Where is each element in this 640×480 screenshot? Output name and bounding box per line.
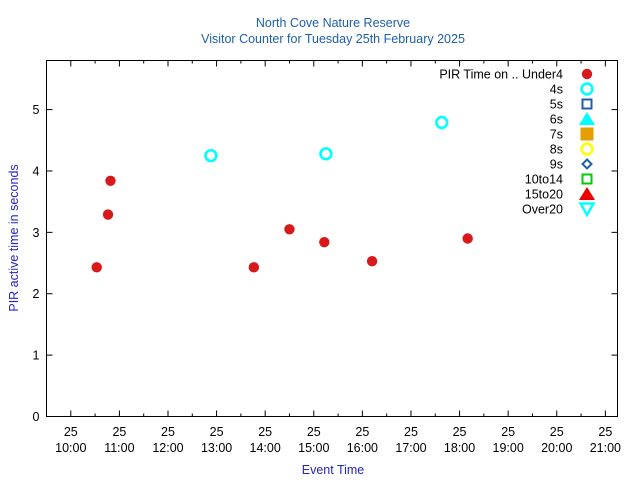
y-tick-label: 1 [33,349,40,363]
x-tick-time: 12:00 [152,441,183,455]
x-tick-day: 25 [307,425,321,439]
legend-label: 15to20 [525,188,563,202]
y-axis-label: PIR active time in seconds [7,164,21,311]
legend-label: 8s [550,143,563,157]
x-tick-time: 21:00 [590,441,621,455]
data-point [319,147,333,161]
data-point [105,175,116,187]
x-tick-day: 25 [258,425,272,439]
legend-marker [580,127,594,141]
legend-label: Over20 [522,203,563,217]
legend-marker [580,82,594,96]
y-axis: 0 1 2 3 4 5 [33,103,618,424]
data-point [435,115,449,130]
legend-label: 5s [550,98,563,112]
legend: PIR Time on .. Under44s5s6s7s8s9s10to141… [439,68,596,218]
x-tick-time: 14:00 [250,441,281,455]
legend-marker [579,187,595,200]
x-tick-time: 16:00 [347,441,378,455]
y-tick-label: 3 [33,226,40,240]
x-tick-day: 25 [355,425,369,439]
data-point [284,224,295,235]
legend-marker [581,68,593,80]
x-axis: 25 10:00 25 11:00 25 12:00 25 13:00 25 14:00 25 15:… [55,60,621,455]
x-tick-day: 25 [598,425,612,439]
legend-marker [581,158,593,170]
y-tick-label: 0 [33,410,40,424]
x-tick-day: 25 [161,425,175,439]
data-point [91,262,102,273]
legend-label: 6s [550,113,563,127]
x-tick-day: 25 [112,425,126,439]
y-tick-label: 5 [33,103,40,117]
x-tick-day: 25 [550,425,564,439]
x-tick-day: 25 [453,425,467,439]
legend-marker [579,112,595,125]
legend-label: 4s [550,83,563,97]
x-tick-day: 25 [210,425,224,439]
y-tick-label: 4 [33,164,40,178]
x-tick-time: 20:00 [541,441,572,455]
x-axis-label: Event Time [302,463,365,477]
x-tick-time: 13:00 [201,441,232,455]
data-point [102,209,114,220]
legend-label: 9s [550,158,563,172]
chart-title: North Cove Nature Reserve [256,16,410,30]
data-point [204,148,218,163]
x-tick-day: 25 [501,425,515,439]
x-tick-day: 25 [64,425,78,439]
data-point [319,236,330,248]
x-tick-time: 11:00 [104,441,134,455]
x-tick-time: 19:00 [493,441,524,455]
x-tick-day: 25 [404,425,418,439]
plot-frame [46,60,618,417]
data-point [462,233,473,244]
legend-label: PIR Time on .. Under4 [439,68,563,82]
x-tick-time: 18:00 [444,441,475,455]
legend-label: 7s [550,128,563,142]
x-tick-time: 15:00 [298,441,329,455]
legend-marker [581,173,593,185]
legend-marker [578,202,596,218]
legend-label: 10to14 [525,173,563,187]
x-tick-time: 17:00 [395,441,426,455]
data-point [248,262,260,273]
x-tick-time: 10:00 [55,441,86,455]
data-point [366,256,378,267]
data-points [91,115,473,273]
legend-marker [580,142,594,156]
y-tick-label: 2 [33,287,40,301]
legend-marker [581,98,593,110]
chart-subtitle: Visitor Counter for Tuesday 25th Februar… [201,32,465,46]
